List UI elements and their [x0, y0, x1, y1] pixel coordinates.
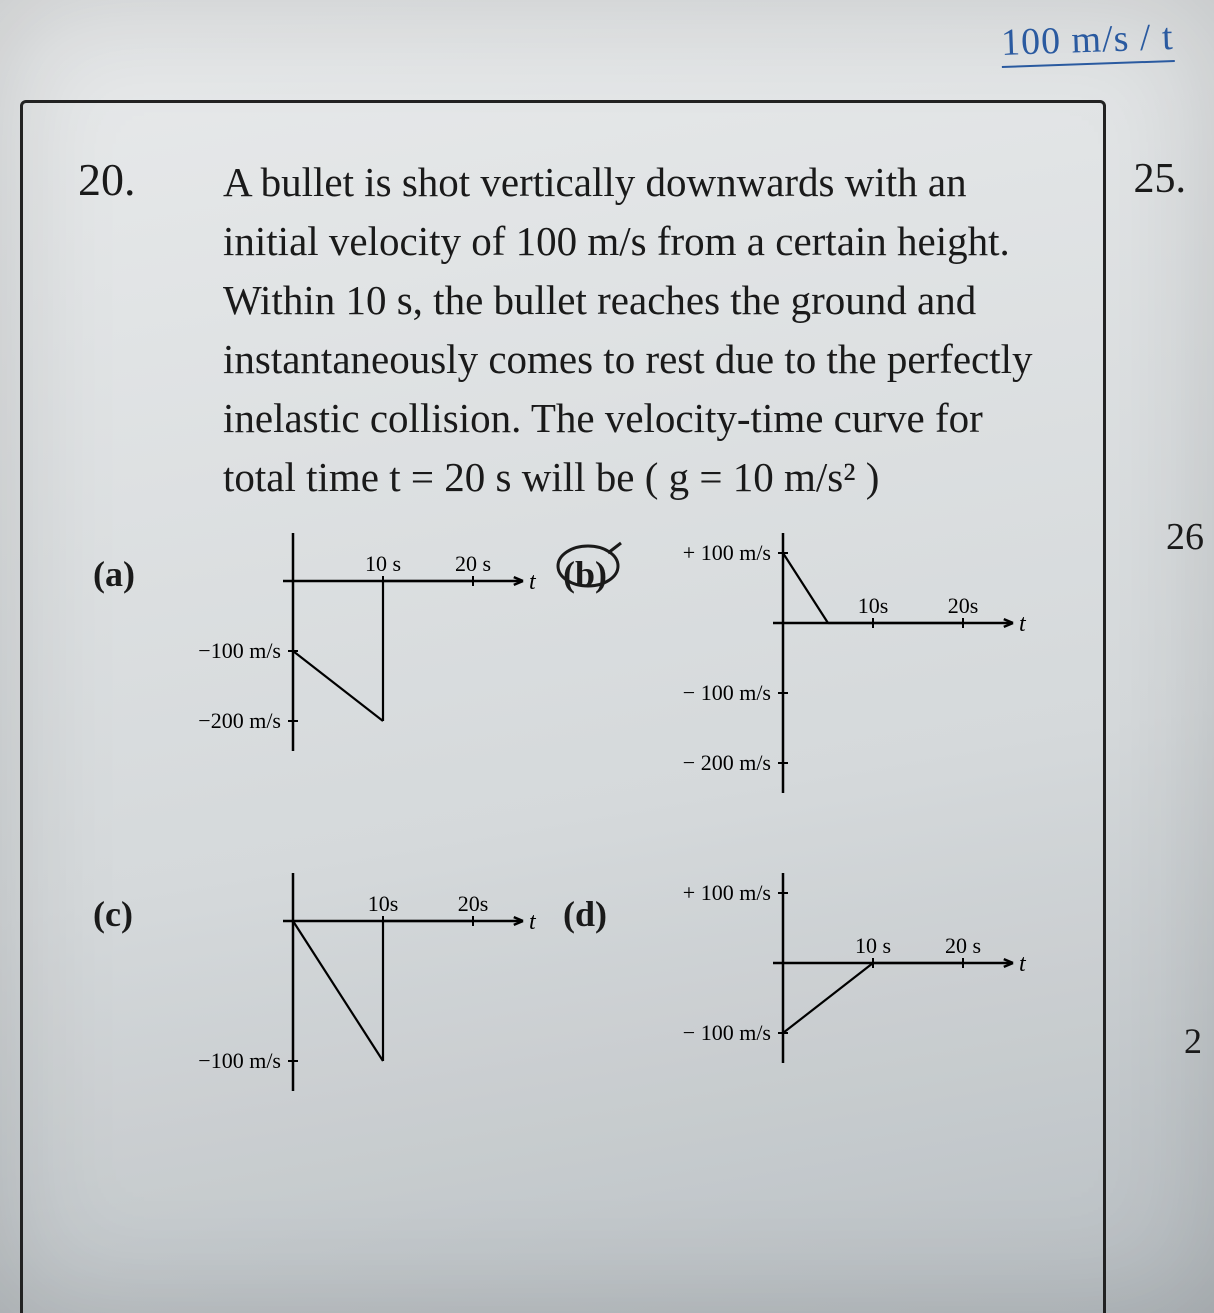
- svg-text:v: v: [264, 873, 275, 879]
- question-number: 20.: [78, 153, 136, 206]
- svg-text:−200 m/s: −200 m/s: [198, 708, 281, 733]
- svg-text:10 s: 10 s: [855, 933, 891, 958]
- margin-bottom-partial: 2: [1184, 1020, 1202, 1062]
- svg-text:+ 100 m/s: + 100 m/s: [683, 540, 771, 565]
- svg-text:v: v: [264, 533, 275, 539]
- option-c-label: (c): [93, 893, 133, 935]
- svg-text:20 s: 20 s: [455, 551, 491, 576]
- option-a-graph: v t 10 s 20 s −100 m/s −200 m/s: [173, 533, 573, 781]
- svg-text:20s: 20s: [458, 891, 489, 916]
- svg-text:20s: 20s: [948, 593, 979, 618]
- svg-text:− 200 m/s: − 200 m/s: [683, 750, 771, 775]
- svg-text:t: t: [1019, 951, 1027, 977]
- option-c-graph: v t 10s 20s −100 m/s: [173, 873, 573, 1121]
- option-d-label: (d): [563, 893, 607, 935]
- svg-text:−100 m/s: −100 m/s: [198, 1048, 281, 1073]
- handwritten-top-note: 100 m/s / t: [1001, 15, 1175, 65]
- svg-text:−100 m/s: −100 m/s: [198, 638, 281, 663]
- option-b-graph: v t 10s 20s + 100 m/s − 100 m/s − 200 m/s: [663, 533, 1063, 823]
- svg-text:10s: 10s: [858, 593, 889, 618]
- option-d-graph: v t 10 s 20 s + 100 m/s − 100 m/s: [663, 873, 1063, 1093]
- margin-q25: 25.: [1134, 155, 1187, 203]
- svg-text:10 s: 10 s: [365, 551, 401, 576]
- option-b-circle-mark: [553, 541, 623, 591]
- svg-text:t: t: [529, 909, 537, 935]
- svg-text:20 s: 20 s: [945, 933, 981, 958]
- svg-text:10s: 10s: [368, 891, 399, 916]
- margin-q26-partial: 26: [1166, 515, 1204, 559]
- option-a-label: (a): [93, 553, 135, 595]
- svg-text:v: v: [754, 873, 765, 879]
- svg-text:t: t: [1019, 611, 1027, 637]
- svg-text:t: t: [529, 569, 537, 595]
- handwritten-top-note-text: 100 m/s / t: [1001, 16, 1175, 68]
- question-text: A bullet is shot vertically downwards wi…: [223, 153, 1043, 507]
- page-surface: 100 m/s / t 25. 26 2 20. A bullet is sho…: [0, 0, 1214, 1313]
- svg-text:v: v: [754, 533, 765, 539]
- question-frame: 20. A bullet is shot vertically downward…: [20, 100, 1106, 1313]
- svg-text:+ 100 m/s: + 100 m/s: [683, 880, 771, 905]
- svg-text:− 100 m/s: − 100 m/s: [683, 680, 771, 705]
- svg-text:− 100 m/s: − 100 m/s: [683, 1020, 771, 1045]
